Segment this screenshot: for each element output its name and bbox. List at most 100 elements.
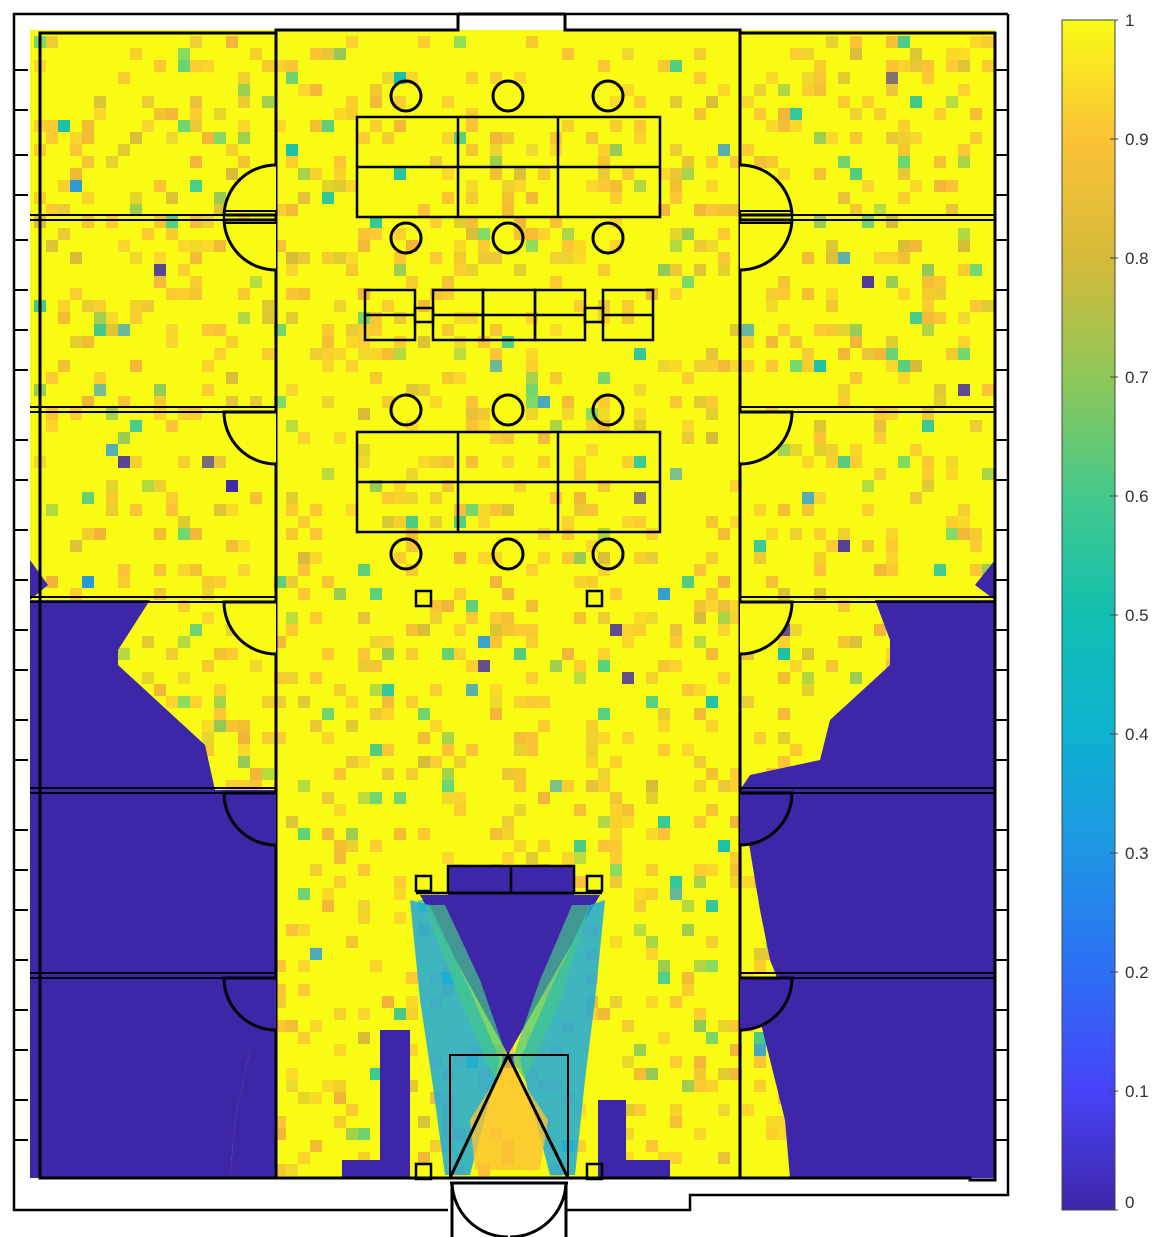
heatmap-cell: [610, 840, 622, 852]
heatmap-cell: [154, 252, 166, 264]
heatmap-cell: [178, 636, 190, 648]
heatmap-cell: [382, 996, 394, 1008]
heatmap-cell: [46, 132, 58, 144]
heatmap-cell: [154, 480, 166, 492]
heatmap-cell: [838, 192, 850, 204]
heatmap-cell: [502, 132, 514, 144]
heatmap-cell: [670, 228, 682, 240]
heatmap-cell: [670, 96, 682, 108]
heatmap-cell: [718, 576, 730, 588]
heatmap-cell: [382, 492, 394, 504]
heatmap-cell: [802, 288, 814, 300]
heatmap-cell: [898, 240, 910, 252]
heatmap-cell: [850, 48, 862, 60]
heatmap-cell: [610, 624, 622, 636]
heatmap-cell: [886, 72, 898, 84]
heatmap-cell: [406, 492, 418, 504]
heatmap-cell: [238, 96, 250, 108]
heatmap-cell: [886, 336, 898, 348]
heatmap-cell: [598, 612, 610, 624]
heatmap-cell: [202, 324, 214, 336]
heatmap-cell: [346, 936, 358, 948]
zone-lower-right-3: [760, 985, 995, 1178]
heatmap-cell: [406, 972, 418, 984]
heatmap-cell: [310, 168, 322, 180]
heatmap-cell: [286, 492, 298, 504]
heatmap-cell: [214, 648, 226, 660]
heatmap-cell: [550, 780, 562, 792]
heatmap-cell: [298, 780, 310, 792]
heatmap-cell: [670, 468, 682, 480]
heatmap-cell: [514, 732, 526, 744]
heatmap-cell: [910, 96, 922, 108]
heatmap-cell: [322, 120, 334, 132]
heatmap-cell: [490, 156, 502, 168]
heatmap-cell: [106, 156, 118, 168]
heatmap-cell: [286, 312, 298, 324]
heatmap-cell: [466, 600, 478, 612]
heatmap-cell: [358, 1032, 370, 1044]
heatmap-cell: [298, 192, 310, 204]
door-swings-left: [222, 163, 277, 656]
heatmap-cell: [850, 444, 862, 456]
zone-lower-right-1: [740, 600, 995, 790]
heatmap-cell: [478, 504, 490, 516]
heatmap-cell: [106, 480, 118, 492]
heatmap-cell: [658, 960, 670, 972]
heatmap-cell: [694, 72, 706, 84]
heatmap-cell: [610, 588, 622, 600]
heatmap-cell: [958, 240, 970, 252]
heatmap-cell: [118, 324, 130, 336]
heatmap-cell: [202, 576, 214, 588]
heatmap-cell: [658, 828, 670, 840]
heatmap-cell: [958, 516, 970, 528]
heatmap-cell: [406, 696, 418, 708]
window-notches-left: [14, 69, 28, 1141]
heatmap-cell: [178, 672, 190, 684]
heatmap-cell: [322, 396, 334, 408]
heatmap-cell: [454, 624, 466, 636]
heatmap-cell: [286, 420, 298, 432]
heatmap-cell: [46, 504, 58, 516]
heatmap-cell: [802, 648, 814, 660]
heatmap-cell: [154, 528, 166, 540]
heatmap-cell: [526, 372, 538, 384]
heatmap-cell: [694, 684, 706, 696]
heatmap-cell: [958, 312, 970, 324]
heatmap-cell: [826, 288, 838, 300]
heatmap-cell: [934, 156, 946, 168]
heatmap-cell: [190, 60, 202, 72]
heatmap-cell: [262, 348, 274, 360]
heatmap-cell: [682, 924, 694, 936]
heatmap-cell: [82, 396, 94, 408]
heatmap-cell: [454, 36, 466, 48]
heatmap-cell: [490, 576, 502, 588]
heatmap-cell: [526, 144, 538, 156]
heatmap-cell: [526, 672, 538, 684]
heatmap-cell: [706, 936, 718, 948]
heatmap-cell: [550, 660, 562, 672]
heatmap-cell: [490, 696, 502, 708]
heatmap-cell: [430, 156, 442, 168]
heatmap-cell: [346, 96, 358, 108]
heatmap-cell: [814, 420, 826, 432]
heatmap-cell: [310, 864, 322, 876]
heatmap-cell: [814, 324, 826, 336]
heatmap-cell: [754, 1044, 766, 1056]
heatmap-cell: [694, 1068, 706, 1080]
heatmap-cell: [238, 312, 250, 324]
heatmap-cell: [922, 420, 934, 432]
heatmap-cell: [898, 120, 910, 132]
heatmap-cell: [910, 444, 922, 456]
heatmap-cell: [334, 840, 346, 852]
heatmap-cell: [178, 120, 190, 132]
heatmap-cell: [202, 60, 214, 72]
heatmap-cell: [562, 228, 574, 240]
heatmap-cell: [490, 360, 502, 372]
heatmap-cell: [190, 96, 202, 108]
heatmap-cell: [898, 156, 910, 168]
heatmap-cell: [130, 456, 142, 468]
heatmap-cell: [766, 336, 778, 348]
heatmap-cell: [706, 648, 718, 660]
heatmap-cell: [322, 900, 334, 912]
